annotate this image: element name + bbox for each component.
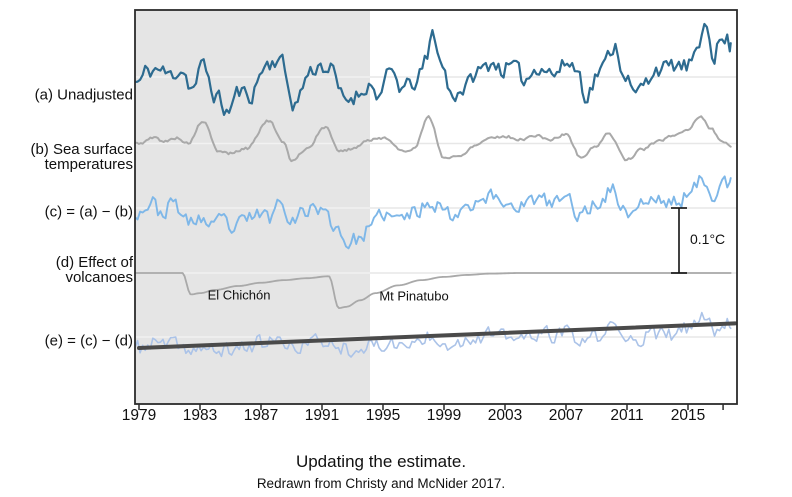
x-tick-label: 1979 [121,407,157,424]
plot-border [134,9,738,405]
x-tick-label: 2007 [548,407,584,424]
x-tick-label: 2015 [670,407,706,424]
x-tick-label: 1999 [426,407,462,424]
annotation-mt-pinatubo: Mt Pinatubo [379,288,449,304]
series-label-a: (a) Unadjusted [34,86,133,104]
series-c-line [135,174,732,250]
series-label-b: (b) Sea surface temperatures [30,141,133,173]
series-label-d: (d) Effect of volcanoes [55,254,133,286]
scale-bar [671,207,687,274]
series-d-line [135,272,732,309]
annotation-el-chichon: El Chichón [207,287,271,303]
x-tick-label: 1995 [365,407,401,424]
series-b-line [135,115,732,163]
series-label-e: (e) = (c) − (d) [44,332,133,350]
figure-caption: Updating the estimate. [295,452,467,471]
scale-bar-label: 0.1°C [690,231,726,247]
trend-line [137,321,737,351]
x-tick-label: 1987 [243,407,279,424]
x-tick-label: 2011 [610,407,644,424]
series-e-line [135,311,732,358]
series-label-c: (c) = (a) − (b) [44,203,133,221]
x-tick-label: 1991 [304,407,340,424]
series-group [135,22,732,358]
series-a-line [135,22,732,116]
figure-subcaption: Redrawn from Christy and McNider 2017. [256,476,506,491]
x-tick-label: 2003 [487,407,523,424]
x-tick-label: 1983 [182,407,218,424]
